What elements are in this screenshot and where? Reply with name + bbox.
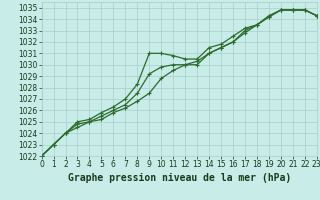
X-axis label: Graphe pression niveau de la mer (hPa): Graphe pression niveau de la mer (hPa) xyxy=(68,173,291,183)
